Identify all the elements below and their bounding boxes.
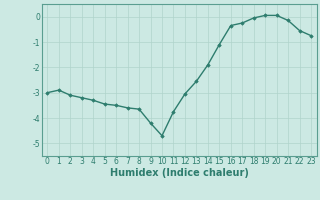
X-axis label: Humidex (Indice chaleur): Humidex (Indice chaleur) xyxy=(110,168,249,178)
